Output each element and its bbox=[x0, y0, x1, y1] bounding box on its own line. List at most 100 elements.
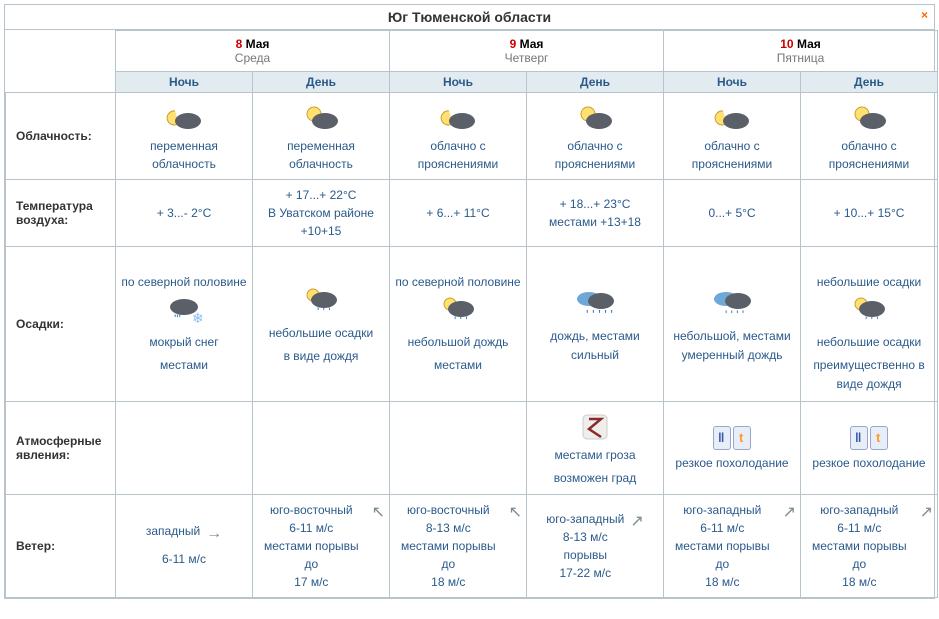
temp-cell: + 17...+ 22°С В Уватском районе +10+15 bbox=[253, 180, 390, 247]
cloud-cell: переменная облачность bbox=[253, 93, 390, 180]
precip-text: небольшой, местами умеренный дождь bbox=[668, 327, 796, 365]
date-num: 9 bbox=[510, 37, 517, 51]
wind-gust-val: 18 м/с bbox=[668, 573, 777, 591]
temp-cell: + 6...+ 11°С bbox=[390, 180, 527, 247]
wind-speed: 6-11 м/с bbox=[805, 519, 914, 537]
phen-text: резкое похолодание bbox=[668, 454, 796, 473]
sun-cloud-icon bbox=[531, 103, 659, 133]
date-num: 8 bbox=[236, 37, 243, 51]
date-cell: 8 Мая Среда bbox=[116, 31, 390, 72]
moon-cloud-icon bbox=[394, 103, 522, 133]
wind-cell: юго-восточный 6-11 м/с местами порывы до… bbox=[253, 494, 390, 597]
wind-dir: юго-восточный bbox=[394, 501, 503, 519]
precip-text: по северной половине bbox=[120, 273, 248, 291]
heavy-rain-icon: ' ' ' ' ' bbox=[531, 287, 659, 323]
wind-gust-val: 18 м/с bbox=[394, 573, 503, 591]
precip-text: небольшие осадки bbox=[257, 324, 385, 343]
date-num: 10 bbox=[780, 37, 793, 51]
wind-cell: юго-западный 6-11 м/с местами порывы до … bbox=[801, 494, 938, 597]
moon-cloud-icon bbox=[668, 103, 796, 133]
wind-speed: 8-13 м/с bbox=[546, 528, 624, 546]
row-label-wind: Ветер: bbox=[6, 494, 116, 597]
wind-speed: 6-11 м/с bbox=[668, 519, 777, 537]
phen-cell bbox=[253, 401, 390, 494]
period-night: Ночь bbox=[116, 72, 253, 93]
phen-cell bbox=[390, 401, 527, 494]
period-day: День bbox=[801, 72, 938, 93]
region-title: Юг Тюменской области bbox=[388, 9, 551, 25]
storm-icon bbox=[531, 412, 659, 442]
phen-text: возможен град bbox=[531, 469, 659, 488]
date-cell: 9 Мая Четверг bbox=[390, 31, 664, 72]
date-month: Мая bbox=[797, 37, 821, 51]
cloud-text: облачно с прояснениями bbox=[394, 137, 522, 173]
date-cell: 10 Мая Пятница bbox=[664, 31, 938, 72]
weather-widget: Юг Тюменской области × 8 Мая Среда 9 Мая… bbox=[4, 4, 935, 599]
wind-cell: юго-западный 8-13 м/с порывы 17-22 м/с ↗ bbox=[527, 494, 664, 597]
wind-cell: юго-восточный 8-13 м/с местами порывы до… bbox=[390, 494, 527, 597]
row-wind: Ветер: западный → 6-11 м/с юго-восточный… bbox=[6, 494, 938, 597]
row-cloud: Облачность: переменная облачность переме… bbox=[6, 93, 938, 180]
forecast-table: 8 Мая Среда 9 Мая Четверг 10 Мая Пятница… bbox=[5, 30, 938, 598]
sun-cloud-icon bbox=[257, 103, 385, 133]
precip-text: небольшой дождь bbox=[394, 333, 522, 352]
wind-dir: юго-западный bbox=[805, 501, 914, 519]
cloud-cell: облачно с прояснениями bbox=[527, 93, 664, 180]
precip-text: небольшие осадки bbox=[805, 273, 933, 291]
cloud-cell: облачно с прояснениями bbox=[664, 93, 801, 180]
sun-cloud-rain-icon: ' ' ' bbox=[805, 295, 933, 329]
period-night: Ночь bbox=[664, 72, 801, 93]
cold-icon bbox=[668, 426, 796, 450]
cloud-text: переменная облачность bbox=[257, 137, 385, 173]
temp-cell: + 3...- 2°С bbox=[116, 180, 253, 247]
cloud-text: облачно с прояснениями bbox=[531, 137, 659, 173]
svg-text:❄: ❄ bbox=[192, 310, 204, 326]
phen-cell: резкое похолодание bbox=[801, 401, 938, 494]
row-temp: Температура воздуха: + 3...- 2°С + 17...… bbox=[6, 180, 938, 247]
precip-cell: по северной половине ❄''' мокрый снег ме… bbox=[116, 247, 253, 402]
precip-text: преимущественно в виде дождя bbox=[805, 356, 933, 394]
period-day: День bbox=[527, 72, 664, 93]
wind-gust-label: местами порывы до bbox=[257, 537, 366, 573]
close-icon[interactable]: × bbox=[921, 8, 928, 22]
arrow-east-icon: → bbox=[206, 522, 222, 546]
wind-gust-label: местами порывы до bbox=[805, 537, 914, 573]
row-phen: Атмосферные явления: местами гроза возмо… bbox=[6, 401, 938, 494]
wind-speed: 6-11 м/с bbox=[257, 519, 366, 537]
temp-cell: + 18...+ 23°С местами +13+18 bbox=[527, 180, 664, 247]
svg-text:' ' ' ' ': ' ' ' ' ' bbox=[586, 307, 613, 322]
row-label-phen: Атмосферные явления: bbox=[6, 401, 116, 494]
precip-text: в виде дождя bbox=[257, 347, 385, 366]
arrow-nw-icon: ↖ bbox=[372, 501, 385, 525]
wind-gust-label: местами порывы до bbox=[668, 537, 777, 573]
arrow-ne-icon: ↗ bbox=[783, 501, 796, 525]
temp-note: В Уватском районе +10+15 bbox=[257, 204, 385, 240]
row-precip: Осадки: по северной половине ❄''' мокрый… bbox=[6, 247, 938, 402]
cloud-text: облачно с прояснениями bbox=[668, 137, 796, 173]
sun-cloud-icon bbox=[805, 103, 933, 133]
precip-cell: небольшие осадки ' ' ' небольшие осадки … bbox=[801, 247, 938, 402]
wind-gust-val: 17 м/с bbox=[257, 573, 366, 591]
row-label-precip: Осадки: bbox=[6, 247, 116, 402]
date-row: 8 Мая Среда 9 Мая Четверг 10 Мая Пятница bbox=[6, 31, 938, 72]
cloud-cell: облачно с прояснениями bbox=[390, 93, 527, 180]
precip-text: местами bbox=[394, 356, 522, 375]
phen-cell: резкое похолодание bbox=[664, 401, 801, 494]
precip-cell: ' ' ' небольшие осадки в виде дождя bbox=[253, 247, 390, 402]
moon-cloud-icon bbox=[120, 103, 248, 133]
temp-note: местами +13+18 bbox=[531, 213, 659, 231]
temp-main: + 18...+ 23°С bbox=[531, 195, 659, 213]
weekday: Пятница bbox=[777, 51, 825, 65]
rain-icon: ' ' ' ' bbox=[668, 287, 796, 323]
wind-gust-label: местами порывы до bbox=[394, 537, 503, 573]
snow-rain-icon: ❄''' bbox=[120, 295, 248, 329]
period-row: Ночь День Ночь День Ночь День bbox=[6, 72, 938, 93]
wind-dir: юго-восточный bbox=[257, 501, 366, 519]
wind-dir: юго-западный bbox=[546, 510, 624, 528]
svg-text:' ' ' ': ' ' ' ' bbox=[725, 308, 744, 322]
wind-speed: 8-13 м/с bbox=[394, 519, 503, 537]
date-month: Мая bbox=[520, 37, 544, 51]
wind-cell: западный → 6-11 м/с bbox=[116, 494, 253, 597]
arrow-ne-icon: ↗ bbox=[920, 501, 933, 525]
cloud-cell: облачно с прояснениями bbox=[801, 93, 938, 180]
